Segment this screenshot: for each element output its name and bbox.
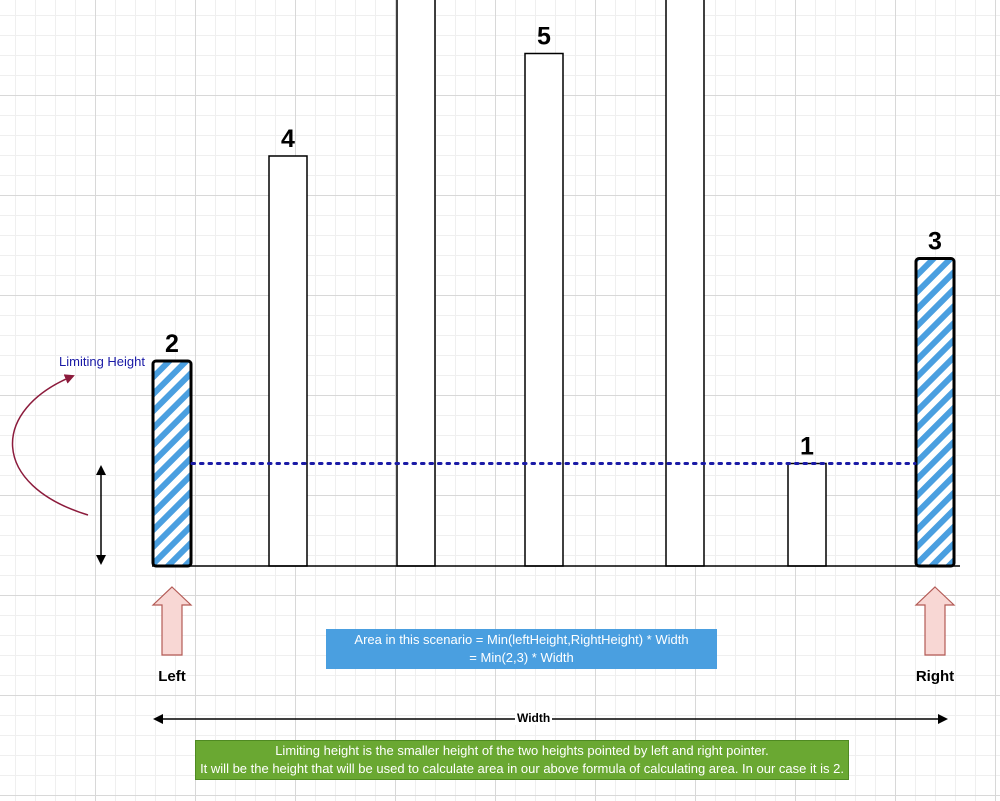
area-formula-line1: Area in this scenario = Min(leftHeight,R… [354, 632, 689, 647]
limiting-height-curved-arrow [11, 374, 89, 516]
limiting-height-label: Limiting Height [59, 354, 145, 369]
bar-3 [396, 0, 436, 567]
bar-1 [151, 359, 193, 568]
width-label: Width [515, 711, 553, 725]
note-line1: Limiting height is the smaller height of… [275, 743, 769, 758]
note-line2: It will be the height that will be used … [200, 761, 844, 776]
area-formula-box: Area in this scenario = Min(leftHeight,R… [326, 629, 717, 669]
left-pointer-arrow [151, 586, 193, 656]
left-label: Left [158, 668, 186, 685]
bar-6 [787, 462, 827, 567]
bar-6-value-label: 1 [800, 433, 814, 461]
bar-7-value-label: 3 [928, 228, 942, 256]
bar-1-value-label: 2 [165, 330, 179, 358]
right-label: Right [916, 668, 954, 685]
right-pointer-arrow [914, 586, 956, 656]
bar-2 [268, 155, 308, 567]
limiting-height-note-box: Limiting height is the smaller height of… [195, 740, 849, 780]
bar-5 [665, 0, 705, 567]
bar-4 [524, 52, 564, 567]
area-formula-line2: = Min(2,3) * Width [469, 650, 574, 665]
bar-2-value-label: 4 [281, 125, 295, 153]
bars-group: 2465613 [151, 0, 956, 568]
bar-4-value-label: 5 [537, 23, 551, 51]
bar-7 [914, 257, 956, 568]
